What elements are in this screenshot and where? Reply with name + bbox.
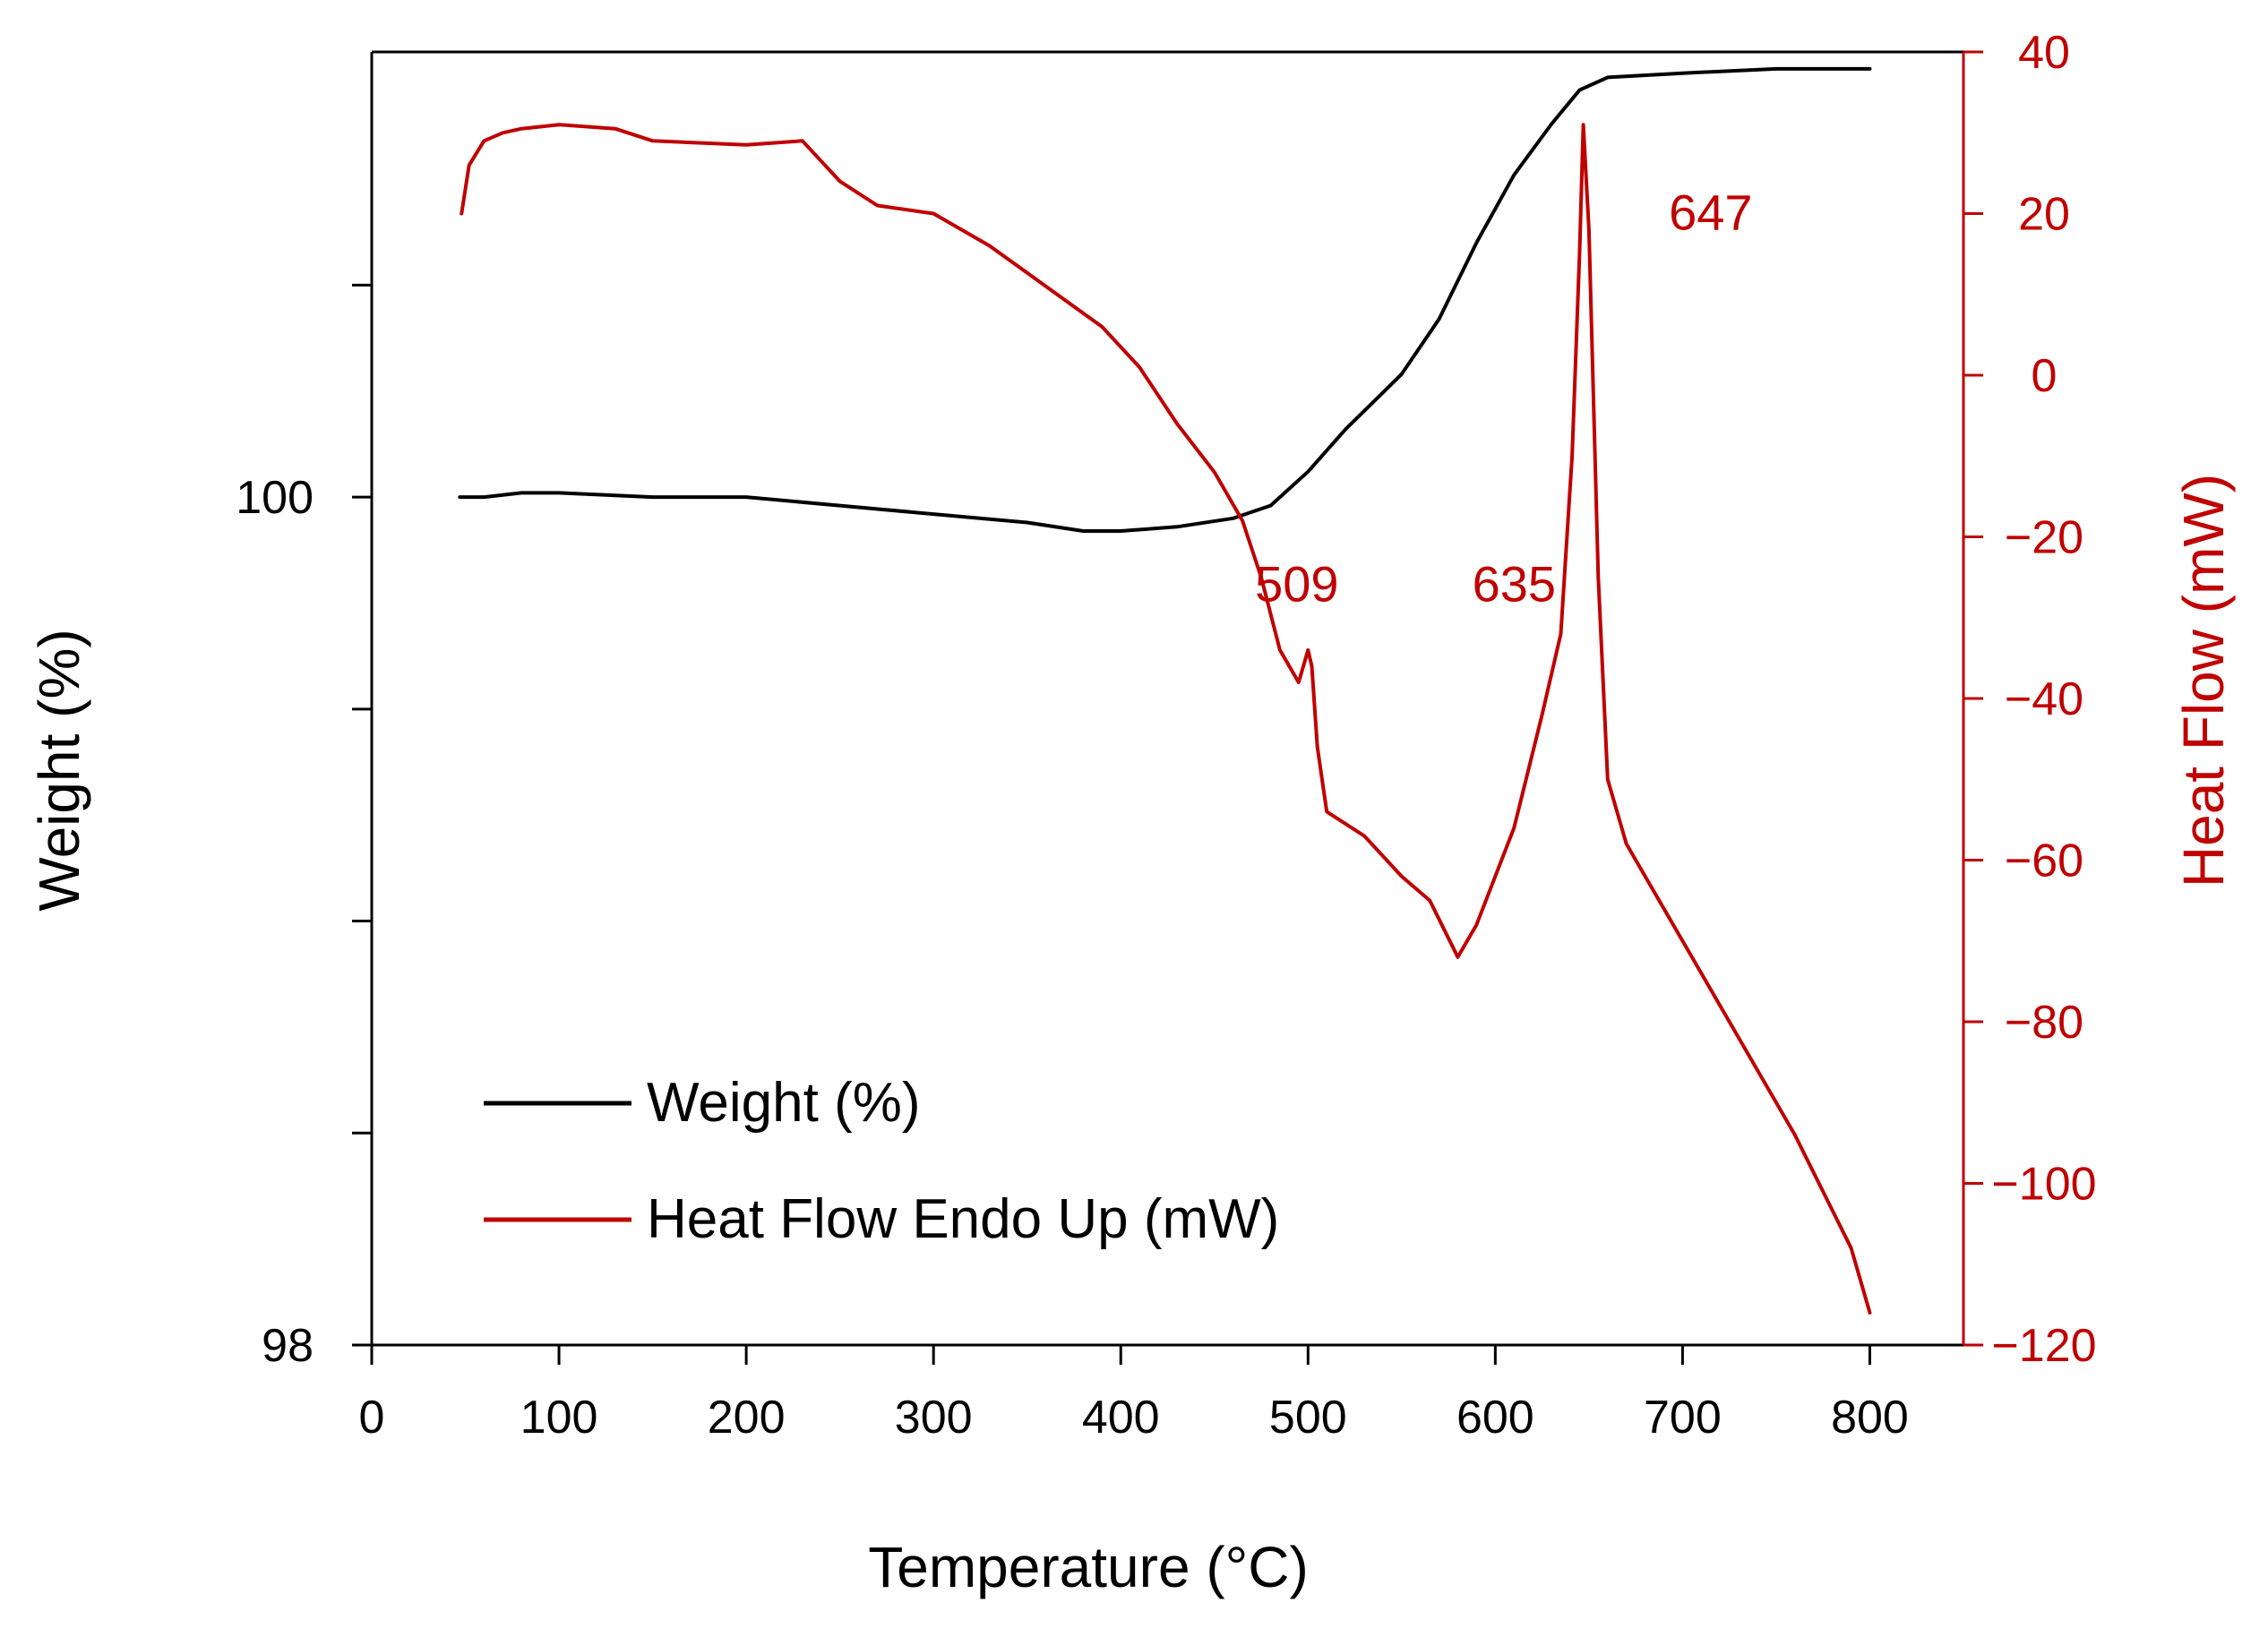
x-tick-label-0: 0 xyxy=(359,1392,385,1444)
y2-tick-label-40: 40 xyxy=(2018,27,2070,79)
x-tick-label-300: 300 xyxy=(895,1392,973,1444)
x-tick-label-100: 100 xyxy=(520,1392,598,1444)
annotation-509: 509 xyxy=(1255,556,1338,613)
y2-tick-label--120: −120 xyxy=(1991,1320,2096,1372)
y-axis-ticks: 98 100 xyxy=(236,283,372,1372)
legend-label-weight: Weight (%) xyxy=(647,1072,921,1134)
annotation-647: 647 xyxy=(1669,184,1752,241)
y2-tick-label-20: 20 xyxy=(2018,189,2070,241)
x-tick-label-800: 800 xyxy=(1831,1392,1909,1444)
y2-axis-title: Heat Flow (mW) xyxy=(2171,474,2236,887)
y2-tick-label--20: −20 xyxy=(2005,512,2083,564)
plot-frame xyxy=(370,50,1965,1347)
series-layer xyxy=(458,66,1872,1315)
x-axis-title: Temperature (°C) xyxy=(868,1535,1309,1599)
x-tick-label-600: 600 xyxy=(1456,1392,1534,1444)
x-tick-label-500: 500 xyxy=(1269,1392,1347,1444)
y-tick-label-100: 100 xyxy=(236,472,314,524)
x-tick-label-400: 400 xyxy=(1082,1392,1160,1444)
y2-tick-label-0: 0 xyxy=(2032,350,2058,402)
y-tick-label-98: 98 xyxy=(262,1320,314,1372)
legend-label-heat-flow: Heat Flow Endo Up (mW) xyxy=(647,1188,1279,1250)
x-tick-label-200: 200 xyxy=(708,1392,786,1444)
y2-tick-label--60: −60 xyxy=(2005,835,2083,887)
x-tick-label-700: 700 xyxy=(1644,1392,1722,1444)
y2-tick-label--80: −80 xyxy=(2005,997,2083,1049)
y2-tick-label--100: −100 xyxy=(1991,1159,2096,1211)
y2-tick-label--40: −40 xyxy=(2005,673,2083,725)
x-axis-ticks: 0 100 200 300 400 500 600 700 800 xyxy=(359,1345,1909,1444)
y2-axis-ticks: 40 20 0 −20 −40 −60 −80 −100 −120 xyxy=(1963,27,2097,1372)
legend: Weight (%) Heat Flow Endo Up (mW) xyxy=(484,1072,1279,1250)
y-axis-title: Weight (%) xyxy=(27,629,91,911)
series-heat-flow-line xyxy=(460,123,1872,1315)
annotation-635: 635 xyxy=(1473,556,1556,613)
series-weight-line xyxy=(458,66,1872,533)
